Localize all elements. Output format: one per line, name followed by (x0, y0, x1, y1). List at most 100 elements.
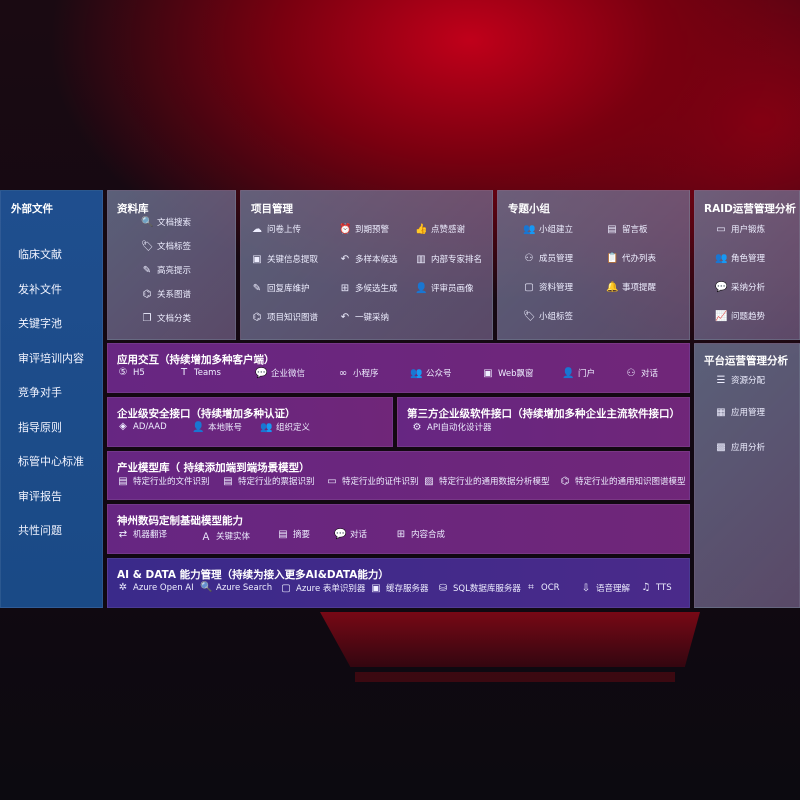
feature-item[interactable]: ♫ TTS (640, 582, 672, 593)
feature-item[interactable]: ▤ 留言板 (606, 223, 647, 236)
panel-app: 应用交互（持续增加多种客户端） ⑤ H5 T Teams 💬 企业微信 ∞ 小程序 👥 公众号 ▣ We… (107, 343, 690, 393)
window-icon: ▣ (252, 253, 262, 265)
feature-item[interactable]: ⛁ SQL数据库服务器 (437, 582, 521, 595)
feature-item[interactable]: ▦ 应用管理 (715, 406, 765, 419)
feature-label: 点赞感谢 (431, 225, 466, 235)
feature-label: API自动化设计器 (427, 423, 492, 433)
panel-title: 产业模型库（ 持续添加端到端场景模型） (117, 462, 310, 474)
sidebar-item[interactable]: 审评培训内容 (18, 351, 84, 365)
feature-item[interactable]: 👤 门户 (562, 367, 595, 380)
feature-item[interactable]: 👍 点赞感谢 (415, 223, 466, 236)
sidebar-item[interactable]: 关键字池 (18, 317, 62, 330)
panel-title: AI & DATA 能力管理（持续为接入更多AI&DATA能力） (117, 569, 389, 581)
feature-item[interactable]: 👥 公众号 (410, 367, 452, 380)
feature-item[interactable]: ⌬ 特定行业的通用知识图谱模型 (559, 475, 686, 488)
feature-item[interactable]: ▣ 缓存服务器 (370, 582, 429, 595)
feature-item[interactable]: 🏷 文档标签 (141, 240, 191, 253)
feature-item[interactable]: ↶ 多样本候选 (339, 253, 398, 266)
pen-icon: ✎ (142, 264, 152, 276)
feature-item[interactable]: 📈 问题趋势 (715, 310, 765, 323)
sidebar-item[interactable]: 临床文献 (18, 248, 62, 261)
feature-item[interactable]: 👤 评审员画像 (415, 282, 474, 295)
feature-item[interactable]: 🔍 Azure Search (200, 582, 272, 593)
feature-item[interactable]: ∞ 小程序 (337, 367, 379, 380)
feature-item[interactable]: ⏰ 到期预警 (339, 223, 389, 236)
tag-icon: 🏷 (141, 240, 154, 252)
bbs-icon: ▤ (607, 223, 617, 235)
entity-icon: Ａ (201, 532, 211, 543)
feature-item[interactable]: ☁ 问卷上传 (251, 223, 301, 236)
feature-item[interactable]: ⚇ 成员管理 (523, 252, 574, 265)
user-icon: 👤 (415, 282, 428, 294)
sidebar-item[interactable]: 竞争对手 (18, 386, 62, 399)
qa-icon: 💬 (715, 281, 728, 293)
feature-item[interactable]: 👥 角色管理 (715, 252, 765, 265)
feature-item[interactable]: 👤 本地账号 (192, 421, 242, 434)
feature-label: 小组标签 (539, 312, 574, 322)
panel-platform: 平台运营管理分析 ☰ 资源分配 ▦ 应用管理 ▩ 应用分析 (694, 343, 800, 608)
feature-label: 对话 (641, 369, 659, 379)
feature-label: Azure 表单识别器 (296, 584, 366, 594)
feature-item[interactable]: ↶ 一键采纳 (339, 311, 389, 324)
id-card-icon: ▭ (327, 475, 337, 487)
feature-item[interactable]: ▣ 关键信息提取 (251, 253, 318, 266)
folder-icon: ▢ (524, 281, 534, 293)
panel-ai: AI & DATA 能力管理（持续为接入更多AI&DATA能力） ✲ Azure O… (107, 558, 690, 608)
feature-item[interactable]: 🏷 小组标签 (523, 310, 574, 323)
feature-item[interactable]: 👥 组织定义 (260, 421, 311, 434)
feature-item[interactable]: ⊞ 多候选生成 (339, 282, 398, 295)
feature-item[interactable]: ⇩ 语音理解 (580, 582, 630, 595)
feature-label: Teams (194, 367, 221, 378)
feature-item[interactable]: ⑤ H5 (117, 367, 145, 378)
panel-project: 项目管理 ☁ 问卷上传 ⏰ 到期预警 👍 点赞感谢 ▣ 关键信息提取 ↶ 多样本候选 ▥ 内部专家排名 ✎… (240, 190, 493, 340)
feature-item[interactable]: ☰ 资源分配 (715, 374, 766, 387)
sidebar-item[interactable]: 审评报告 (18, 489, 62, 503)
feature-item[interactable]: ⇄ 机器翻译 (117, 528, 167, 541)
feature-item[interactable]: ▢ 资料管理 (523, 281, 573, 294)
feature-item[interactable]: ✲ Azure Open AI (117, 582, 194, 593)
feature-item[interactable]: ⚙ API自动化设计器 (411, 421, 492, 434)
alarm-icon: ⏰ (339, 223, 352, 235)
sidebar-item[interactable]: 发补文件 (18, 282, 62, 296)
feature-label: 组织定义 (276, 423, 311, 433)
feature-item[interactable]: 📋 代办列表 (606, 252, 656, 265)
feature-item[interactable]: ❐ 文档分类 (141, 312, 192, 325)
user-add-icon: ⚇ (524, 252, 534, 264)
feature-item[interactable]: ▩ 应用分析 (715, 441, 765, 454)
feature-item[interactable]: 💬 对话 (334, 528, 367, 541)
puzzle-icon: ⊞ (340, 282, 350, 294)
feature-item[interactable]: ⌬ 关系图谱 (141, 288, 191, 301)
feature-item[interactable]: ✎ 高亮提示 (141, 264, 191, 277)
feature-item[interactable]: ✎ 回复库维护 (251, 282, 310, 295)
feature-item[interactable]: ▥ 内部专家排名 (415, 253, 482, 266)
feature-item[interactable]: ▢ Azure 表单识别器 (280, 582, 366, 595)
feature-item[interactable]: 💬 企业微信 (255, 367, 306, 380)
feature-item[interactable]: 🔍 文档搜索 (141, 216, 191, 229)
sidebar-item[interactable]: 指导原则 (18, 420, 62, 434)
feature-item[interactable]: ▭ 用户锻炼 (715, 223, 765, 236)
feature-item[interactable]: ◈ AD/AAD (117, 421, 167, 432)
feature-label: 缓存服务器 (386, 584, 429, 594)
sidebar-item[interactable]: 共性问题 (18, 524, 62, 537)
feature-item[interactable]: ▣ Web飘窗 (482, 367, 534, 380)
feature-item[interactable]: T Teams (178, 367, 221, 378)
feature-item[interactable]: 💬 采纳分析 (715, 281, 765, 294)
feature-item[interactable]: ⚇ 对话 (625, 367, 659, 380)
feature-item[interactable]: 👥 小组建立 (523, 223, 574, 236)
feature-label: Web飘窗 (498, 369, 534, 379)
sidebar-item[interactable]: 标管中心标准 (18, 455, 84, 468)
feature-label: 小组建立 (539, 225, 574, 235)
feature-label: 企业微信 (271, 369, 306, 379)
feature-item[interactable]: ⊞ 内容合成 (395, 528, 445, 541)
feature-item[interactable]: ▤ 特定行业的票据识别 (222, 475, 314, 488)
feature-item[interactable]: ▤ 特定行业的文件识别 (117, 475, 209, 488)
feature-item[interactable]: ▤ 摘要 (277, 528, 310, 541)
feature-item[interactable]: 🔔 事项提醒 (606, 281, 656, 294)
feature-label: 评审员画像 (431, 284, 474, 294)
feature-item[interactable]: ⌗ OCR (525, 582, 559, 593)
feature-item[interactable]: ▭ 特定行业的证件识别 (326, 475, 418, 488)
feature-item[interactable]: Ａ 关键实体 (200, 528, 250, 544)
panel-title: RAID运营管理分析 (704, 203, 796, 215)
feature-item[interactable]: ▨ 特定行业的通用数据分析模型 (423, 475, 549, 488)
feature-item[interactable]: ⌬ 项目知识图谱 (251, 311, 318, 324)
